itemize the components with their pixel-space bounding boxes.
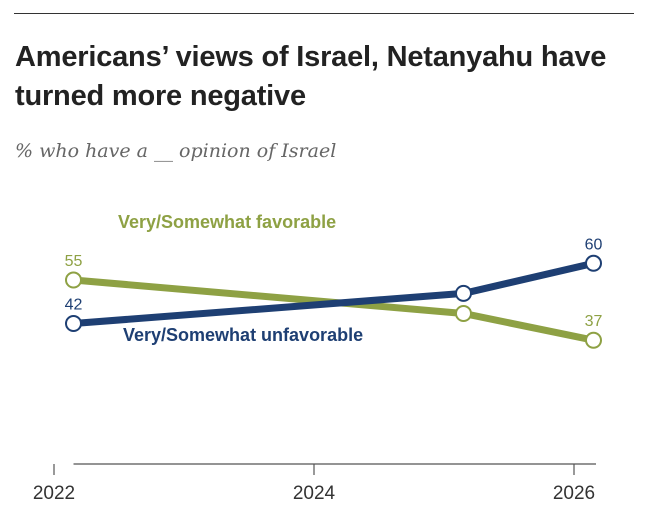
x-tick-label-2022: 2022 [33, 483, 75, 504]
series-line-unfavorable [70, 259, 597, 328]
chart-subtitle: % who have a __ opinion of Israel [15, 140, 337, 162]
chart-title: Americans’ views of Israel, Netanyahu ha… [15, 41, 607, 112]
series-label-favorable: Very/Somewhat favorable [118, 212, 336, 232]
data-point-unfavorable-2 [585, 254, 602, 272]
data-point-unfavorable-1 [455, 284, 472, 302]
x-tick-label-2024: 2024 [293, 483, 336, 504]
data-point-unfavorable-0 [65, 315, 82, 333]
top-rule [14, 13, 634, 14]
data-label-favorable-0: 55 [65, 253, 83, 270]
data-label-unfavorable-0: 42 [65, 297, 83, 314]
data-label-favorable-2: 37 [585, 313, 603, 330]
data-point-favorable-2 [585, 331, 602, 349]
data-point-favorable-1 [455, 304, 472, 322]
data-label-unfavorable-2: 60 [585, 236, 603, 253]
series-label-unfavorable: Very/Somewhat unfavorable [123, 325, 363, 345]
x-tick-label-2026: 2026 [553, 483, 595, 504]
data-point-favorable-0 [65, 271, 82, 289]
